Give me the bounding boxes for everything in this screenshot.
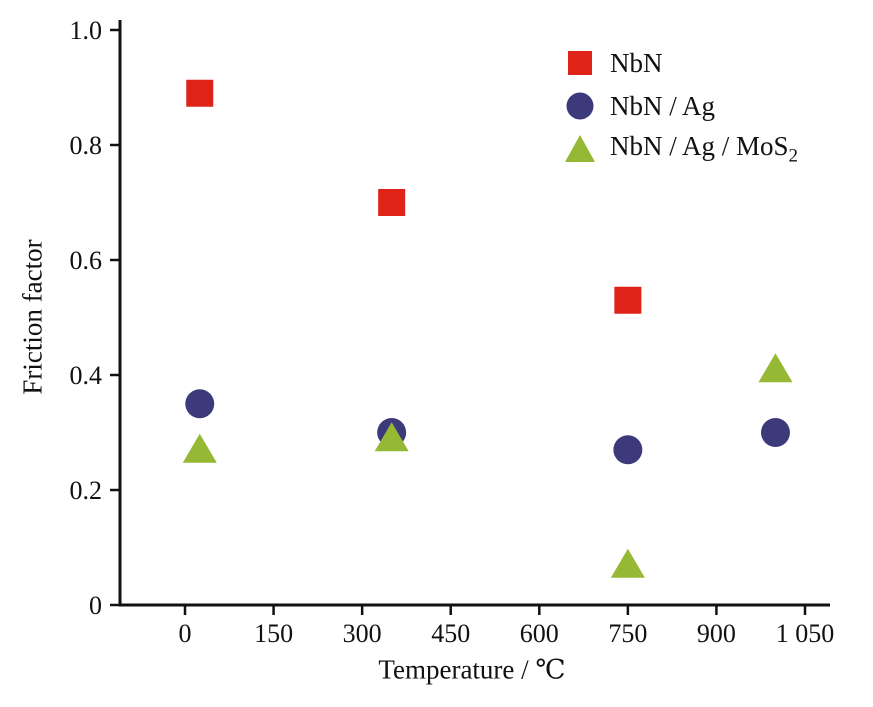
legend-circle-marker-icon — [566, 92, 594, 120]
legend-square-marker-icon — [568, 51, 592, 75]
x-tick-label: 450 — [431, 619, 470, 648]
data-point-circle — [760, 418, 790, 447]
data-point-triangle — [610, 548, 645, 578]
data-point-triangle — [758, 353, 793, 383]
data-point-circle — [185, 389, 215, 419]
legend-label: NbN / Ag — [610, 90, 716, 121]
x-tick-label: 300 — [343, 619, 382, 648]
legend: NbN NbN / Ag NbN / Ag / MoS2 — [563, 46, 798, 166]
y-tick-label: 1.0 — [70, 16, 103, 45]
x-tick-label: 900 — [697, 619, 736, 648]
x-tick-label: 750 — [608, 619, 647, 648]
legend-label: NbN — [610, 47, 663, 78]
triangle-icon — [565, 135, 595, 162]
y-tick-label: 0.6 — [70, 246, 103, 275]
x-tick-label: 150 — [254, 619, 293, 648]
square-icon — [568, 51, 592, 75]
data-point-circle — [613, 435, 643, 465]
legend-item: NbN / Ag / MoS2 — [563, 132, 798, 166]
y-tick-label: 0.8 — [70, 131, 103, 160]
y-tick-label: 0.2 — [70, 476, 103, 505]
legend-item: NbN — [563, 46, 798, 80]
y-tick-label: 0.4 — [70, 361, 103, 390]
data-point-square — [378, 189, 406, 216]
data-point-square — [614, 286, 642, 314]
y-axis-title: Friction factor — [17, 239, 48, 395]
legend-label: NbN / Ag / MoS2 — [610, 130, 799, 167]
x-tick-label: 0 — [179, 619, 192, 648]
y-tick-label: 0 — [89, 591, 102, 620]
data-point-square — [186, 79, 214, 107]
legend-item: NbN / Ag — [563, 89, 798, 123]
data-point-triangle — [374, 422, 409, 452]
x-tick-label: 1 050 — [776, 619, 835, 648]
x-tick-label: 600 — [520, 619, 559, 648]
data-point-triangle — [182, 433, 217, 463]
legend-label-subscript: 2 — [788, 145, 799, 167]
circle-icon — [566, 92, 594, 120]
x-axis-title: Temperature / ℃ — [378, 654, 566, 685]
legend-triangle-marker-icon — [565, 135, 595, 162]
